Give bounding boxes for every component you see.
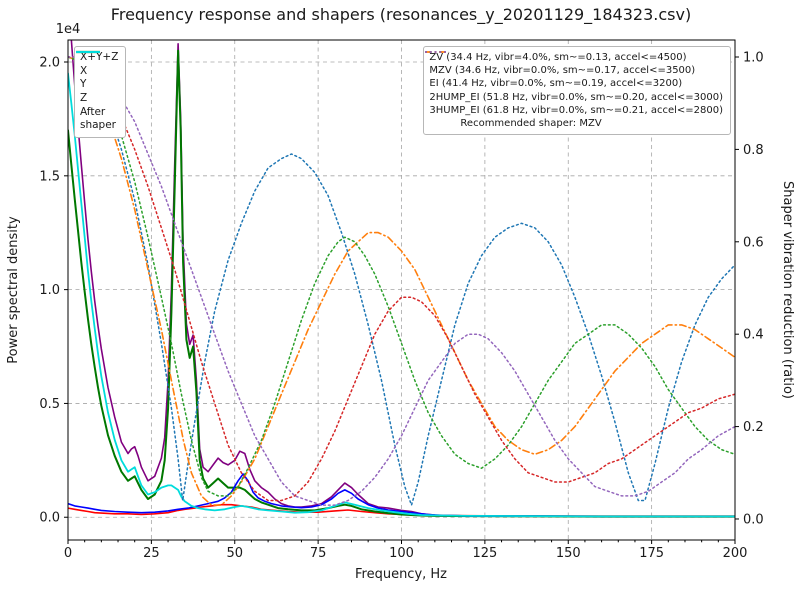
x-tick-label: 175 — [639, 546, 664, 561]
y-left-tick-label: 2.0 — [39, 56, 60, 71]
x-tick-label: 75 — [310, 546, 327, 561]
y-left-tick-label: 1.0 — [39, 283, 60, 298]
legend-label: Y — [80, 78, 87, 91]
left-axis-offset-text: 1e4 — [56, 22, 81, 37]
y-right-tick-label: 0.8 — [743, 143, 764, 158]
legend-item: Z — [76, 51, 118, 106]
legend-label: After shaper — [80, 105, 117, 132]
line-3hump-ei — [68, 56, 735, 506]
x-axis-label: Frequency, Hz — [355, 567, 447, 582]
y-right-tick-label: 0.4 — [743, 328, 764, 343]
legend-label: X — [80, 64, 88, 77]
line-ei — [68, 56, 735, 497]
y-left-tick-label: 1.5 — [39, 169, 60, 184]
x-tick-label: 100 — [389, 546, 414, 561]
legend-label: ZV (34.4 Hz, vibr=4.0%, sm~=0.13, accel<… — [429, 52, 687, 63]
x-tick-label: 50 — [226, 546, 243, 561]
line-y — [68, 49, 735, 518]
ticks — [64, 56, 739, 544]
chart-layer: 0 25 50 75 100 125 150 175 200 0.0 0.5 1.0 1.5 2.0 0.0… — [39, 39, 764, 561]
line-zv — [68, 56, 735, 506]
legend-item: 2HUMP_EI (51.8 Hz, vibr=0.0%, sm~=0.20, … — [425, 51, 723, 104]
legend-item: X — [76, 51, 118, 79]
line-x — [68, 503, 735, 517]
legend-item: MZV (34.6 Hz, vibr=0.0%, sm~=0.17, accel… — [425, 51, 723, 77]
y-right-tick-label: 0.0 — [743, 512, 764, 527]
line-2hump-ei — [68, 56, 735, 502]
x-tick-label: 25 — [143, 546, 160, 561]
legend-item: After shaper — [76, 51, 118, 133]
psd-legend: X+Y+Z X Y Z After shaper — [74, 46, 127, 138]
right-axis-label: Shaper vibration reduction (ratio) — [780, 181, 795, 399]
legend-label: EI (41.4 Hz, vibr=0.0%, sm~=0.19, accel<… — [429, 78, 683, 90]
line-mzv — [68, 56, 735, 506]
y-right-tick-label: 0.6 — [743, 235, 764, 250]
line-z — [68, 473, 735, 518]
legend-item: 3HUMP_EI (61.8 Hz, vibr=0.0%, sm~=0.21, … — [425, 51, 723, 117]
shaper-legend: ZV (34.4 Hz, vibr=4.0%, sm~=0.13, accel<… — [423, 46, 731, 136]
x-tick-label: 150 — [556, 546, 581, 561]
legend-label: 3HUMP_EI (61.8 Hz, vibr=0.0%, sm~=0.21, … — [429, 104, 723, 116]
legend-label: X+Y+Z — [80, 51, 119, 63]
x-tick-label: 0 — [64, 546, 72, 561]
legend-item: EI (41.4 Hz, vibr=0.0%, sm~=0.19, accel<… — [425, 51, 723, 90]
legend-item: Y — [76, 50, 118, 92]
legend-item: ZV (34.4 Hz, vibr=4.0%, sm~=0.13, accel<… — [425, 51, 723, 64]
legend-line-swatch — [76, 51, 100, 53]
tick-labels: 0 25 50 75 100 125 150 175 200 0.0 0.5 1.0 1.5 2.0 0.0… — [39, 51, 763, 561]
plot-title: Frequency response and shapers (resonanc… — [111, 5, 691, 25]
legend-label: MZV (34.6 Hz, vibr=0.0%, sm~=0.17, accel… — [429, 65, 696, 77]
y-left-tick-label: 0.5 — [39, 397, 60, 412]
left-axis-label: Power spectral density — [6, 216, 21, 364]
legend-line-swatch — [425, 51, 450, 53]
legend-note: Recommended shaper: MZV — [460, 117, 602, 129]
y-right-tick-label: 0.2 — [743, 420, 764, 435]
series-group — [68, 40, 735, 518]
y-right-tick-label: 1.0 — [743, 51, 764, 66]
legend-label: Z — [80, 91, 88, 104]
x-tick-label: 125 — [472, 546, 497, 561]
line-after-shaper — [68, 72, 735, 518]
y-left-tick-label: 0.0 — [39, 511, 60, 526]
legend-label: 2HUMP_EI (51.8 Hz, vibr=0.0%, sm~=0.20, … — [429, 91, 723, 103]
x-tick-label: 200 — [723, 546, 748, 561]
line-x-y-z — [70, 40, 735, 518]
